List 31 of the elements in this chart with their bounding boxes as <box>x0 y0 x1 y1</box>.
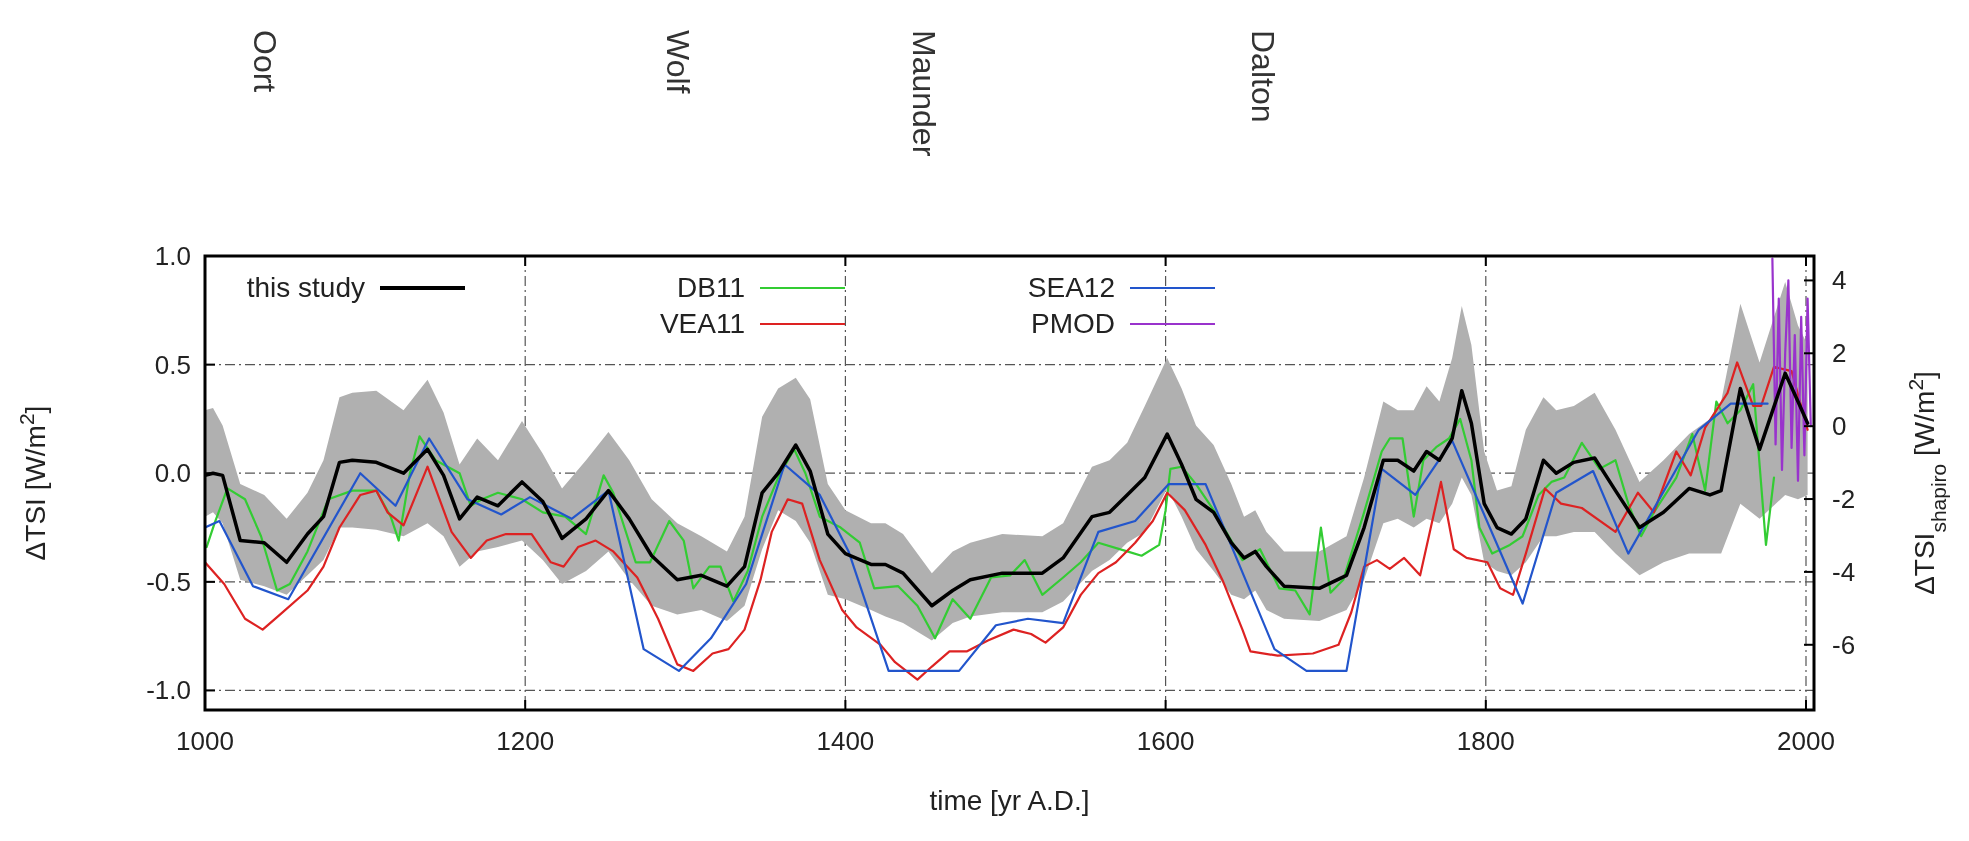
text: Wolf <box>660 30 697 94</box>
x-tick-label: 1600 <box>1136 726 1195 756</box>
y-tick-label: -1.0 <box>146 675 191 706</box>
x-tick-label: 1000 <box>176 726 234 756</box>
legend-label: SEA12 <box>1027 272 1115 303</box>
line-series <box>205 361 1809 681</box>
text: Dalton <box>1245 30 1282 123</box>
text: Maunder <box>906 30 943 157</box>
text: Oort <box>246 30 283 93</box>
x-tick-label: 1400 <box>816 726 875 756</box>
y2-tick-label: 4 <box>1832 265 1847 296</box>
y2-tick-label: 0 <box>1832 411 1847 442</box>
line-series <box>205 402 1769 672</box>
x-tick-label: 2000 <box>1777 726 1835 756</box>
y-tick-label: -0.5 <box>146 566 191 597</box>
x-axis-title: time [yr A.D.] <box>929 785 1090 816</box>
legend-label: DB11 <box>677 272 745 303</box>
y-tick-label: 1.0 <box>154 241 191 271</box>
legend-label: PMOD <box>1031 308 1115 339</box>
x-tick-label: 1800 <box>1456 726 1515 756</box>
y2-tick-label: -4 <box>1832 556 1856 587</box>
y-tick-label: 0.0 <box>154 458 191 489</box>
line-series <box>1771 257 1812 482</box>
y-tick-label: 0.5 <box>154 349 191 380</box>
line-series <box>205 383 1776 640</box>
x-tick-label: 1200 <box>496 726 555 756</box>
legend-label: this study <box>246 272 365 303</box>
y2-tick-label: -6 <box>1832 629 1856 660</box>
y2-tick-label: 2 <box>1832 338 1847 369</box>
y2-tick-label: -2 <box>1832 484 1856 515</box>
legend-label: VEA11 <box>659 308 745 339</box>
